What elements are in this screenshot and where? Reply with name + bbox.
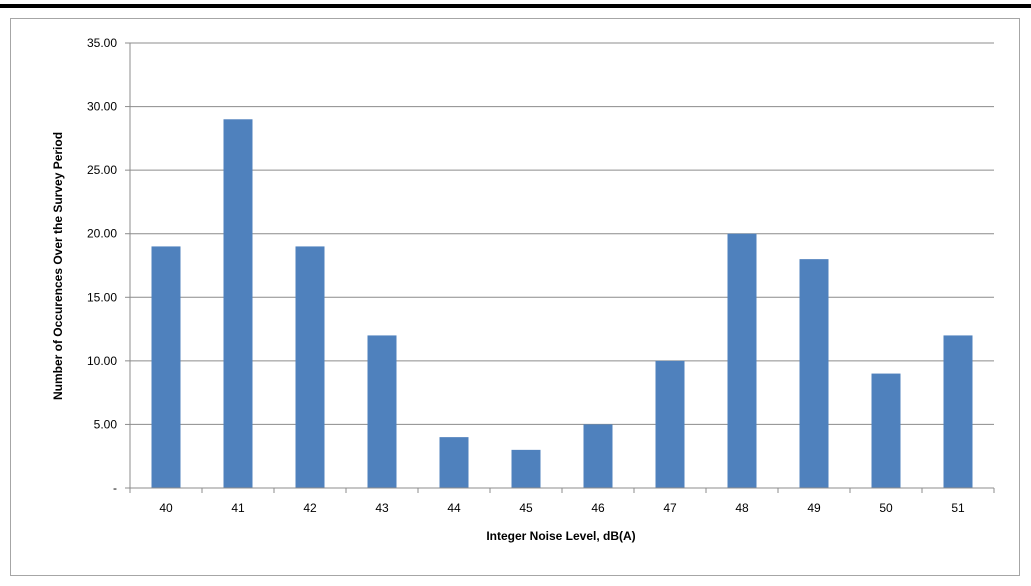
- y-axis-title: Number of Occurences Over the Survey Per…: [51, 132, 65, 400]
- x-tick-label: 47: [663, 501, 677, 515]
- bar: [511, 449, 541, 488]
- y-tick-label: 20.00: [87, 227, 117, 241]
- x-tick-label: 51: [951, 501, 965, 515]
- tick-labels: - 5.00 10.00 15.00 20.00 25.00 30.00 35.00 40 41 4…: [87, 36, 965, 515]
- y-tick-label: -: [113, 481, 117, 495]
- bar: [295, 246, 325, 488]
- bars: [151, 119, 973, 489]
- bar: [655, 360, 685, 488]
- axes: [125, 42, 995, 493]
- x-tick-label: 50: [879, 501, 893, 515]
- bar: [871, 373, 901, 488]
- bar: [151, 246, 181, 488]
- x-axis-title: Integer Noise Level, dB(A): [486, 529, 635, 543]
- x-tick-label: 48: [735, 501, 749, 515]
- top-rule: [0, 4, 1031, 8]
- x-tick-label: 42: [303, 501, 317, 515]
- x-tick-label: 41: [231, 501, 245, 515]
- bar: [943, 335, 973, 488]
- x-tick-label: 44: [447, 501, 461, 515]
- y-tick-label: 15.00: [87, 290, 117, 304]
- x-tick-label: 45: [519, 501, 533, 515]
- y-tick-label: 5.00: [94, 417, 118, 431]
- y-tick-label: 35.00: [87, 36, 117, 50]
- x-tick-label: 40: [159, 501, 173, 515]
- x-tick-label: 46: [591, 501, 605, 515]
- bar: [439, 437, 469, 488]
- x-tick-label: 49: [807, 501, 821, 515]
- bar: [727, 233, 757, 488]
- gridlines: [130, 42, 994, 425]
- y-tick-label: 10.00: [87, 354, 117, 368]
- bar: [367, 335, 397, 488]
- x-tick-label: 43: [375, 501, 389, 515]
- bar: [799, 259, 829, 488]
- y-tick-label: 30.00: [87, 100, 117, 114]
- y-tick-label: 25.00: [87, 163, 117, 177]
- bar: [583, 424, 613, 488]
- bar: [223, 119, 253, 489]
